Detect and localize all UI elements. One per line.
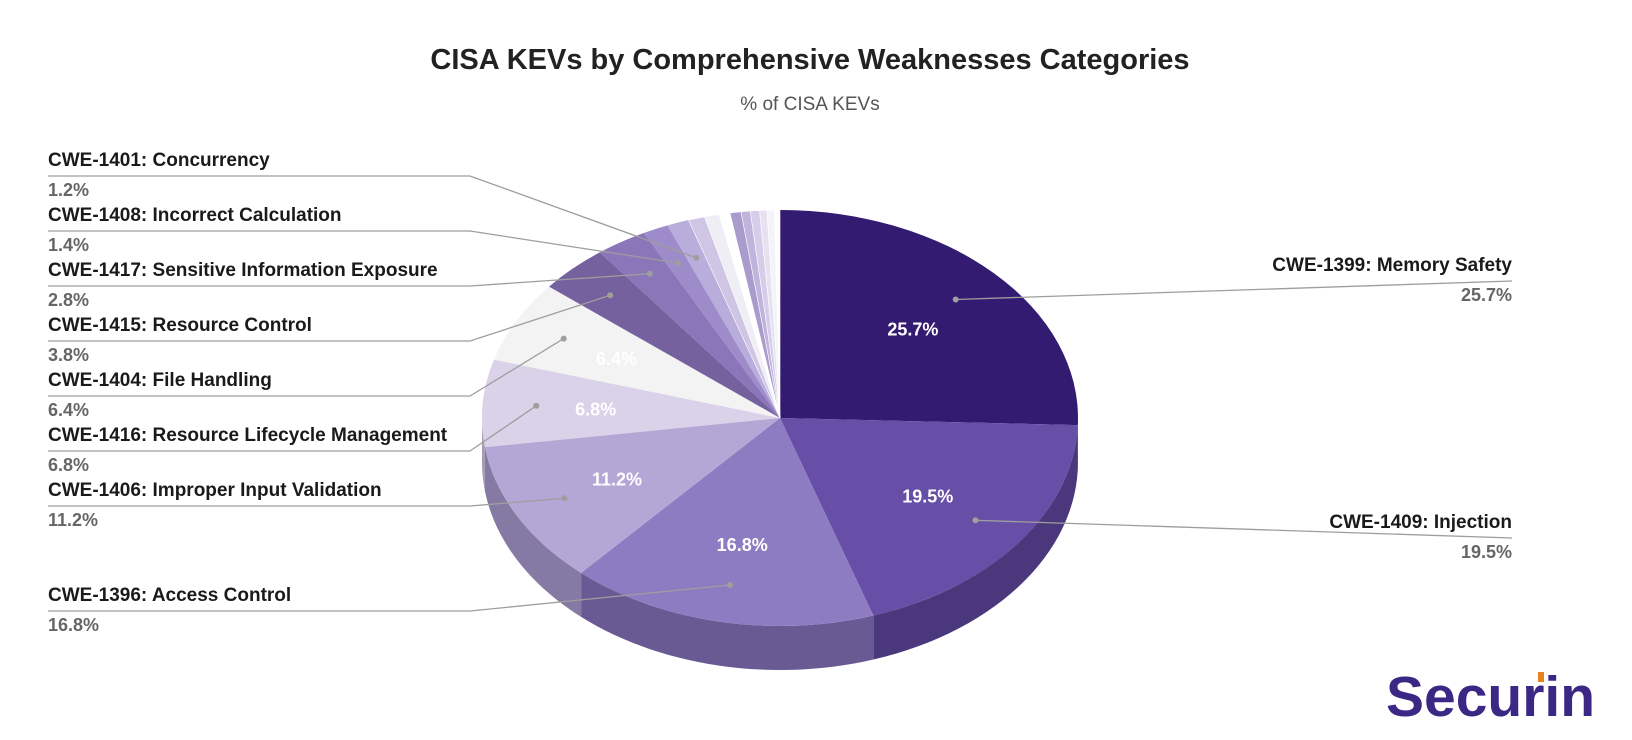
pie-side-1 — [873, 425, 1078, 660]
callout-name: CWE-1408: Incorrect Calculation — [48, 205, 342, 226]
callout-name: CWE-1396: Access Control — [48, 585, 291, 606]
callout-8: CWE-1408: Incorrect Calculation 1.4% — [48, 205, 681, 266]
callout-3: CWE-1406: Improper Input Validation 11.2% — [48, 480, 568, 530]
callout-dot — [952, 296, 959, 303]
callout-dot — [561, 495, 568, 502]
slice-value-label: 16.8% — [717, 535, 768, 555]
callout-value: 6.4% — [48, 400, 89, 420]
callout-value: 19.5% — [1461, 542, 1512, 562]
callout-dot — [607, 292, 614, 299]
callout-dot — [972, 517, 979, 524]
callout-dot — [674, 260, 681, 266]
slice-value-label: 25.7% — [887, 319, 938, 339]
pie-slice-8 — [643, 225, 780, 418]
callout-line — [48, 584, 731, 612]
callout-5: CWE-1404: File Handling 6.4% — [48, 335, 567, 420]
callout-line — [48, 405, 537, 452]
callout-value: 6.8% — [48, 455, 89, 475]
callout-dot — [693, 254, 700, 261]
callout-name: CWE-1399: Memory Safety — [1272, 255, 1512, 276]
pie-slice-2 — [581, 418, 874, 627]
pie-side-3 — [484, 447, 582, 617]
pie-slice-7 — [599, 233, 780, 418]
callout-value: 16.8% — [48, 615, 99, 635]
callout-name: CWE-1404: File Handling — [48, 370, 272, 391]
callout-name: CWE-1401: Concurrency — [48, 150, 270, 171]
slice-value-label: 6.8% — [575, 400, 616, 420]
callout-line — [955, 280, 1513, 301]
callout-line — [48, 175, 697, 259]
slice-value-label: 6.4% — [596, 349, 637, 369]
callout-line — [48, 294, 611, 342]
pie-slice-5 — [493, 286, 780, 418]
callout-dot — [560, 335, 567, 342]
callout-line — [48, 230, 678, 264]
callout-4: CWE-1416: Resource Lifecycle Management 6… — [48, 402, 540, 475]
callout-name: CWE-1415: Resource Control — [48, 315, 312, 336]
callout-value: 1.2% — [48, 180, 89, 200]
callout-name: CWE-1409: Injection — [1329, 512, 1512, 533]
callout-line — [48, 338, 565, 397]
callout-9: CWE-1401: Concurrency 1.2% — [48, 150, 700, 261]
pie-slice-0 — [780, 210, 1078, 426]
callout-dot — [533, 402, 540, 409]
callout-value: 11.2% — [48, 510, 98, 530]
callout-value: 2.8% — [48, 290, 89, 310]
pie-slice-18 — [774, 209, 781, 419]
slice-value-label: 19.5% — [902, 486, 953, 506]
chart-subtitle: % of CISA KEVs — [740, 94, 880, 115]
pie-slice-9 — [667, 220, 780, 418]
callout-name: CWE-1417: Sensitive Information Exposure — [48, 260, 438, 281]
pie-slice-1 — [780, 418, 1078, 616]
callout-2: CWE-1396: Access Control 16.8% — [48, 582, 733, 635]
callout-line — [48, 497, 565, 507]
pie-slice-4 — [482, 359, 780, 448]
pie-side-4 — [482, 418, 485, 492]
callout-line — [975, 519, 1513, 539]
callout-name: CWE-1406: Improper Input Validation — [48, 480, 382, 501]
callout-value: 1.4% — [48, 235, 89, 255]
callout-value: 25.7% — [1461, 285, 1512, 305]
logo-wordmark: Securin — [1386, 665, 1595, 724]
callout-1: CWE-1409: Injection 19.5% — [972, 512, 1513, 562]
pie-side-2 — [581, 572, 874, 670]
pie-slice-6 — [549, 252, 780, 418]
callout-dot — [646, 270, 653, 277]
callout-value: 3.8% — [48, 345, 89, 365]
callout-dot — [727, 582, 733, 588]
callout-6: CWE-1415: Resource Control 3.8% — [48, 292, 614, 365]
callout-name: CWE-1416: Resource Lifecycle Management — [48, 425, 448, 446]
callout-7: CWE-1417: Sensitive Information Exposure… — [48, 260, 653, 310]
chart-title: CISA KEVs by Comprehensive Weaknesses Ca… — [430, 44, 1190, 76]
callout-line — [48, 273, 650, 287]
logo-accent — [1538, 672, 1544, 682]
pie-slice-3 — [484, 418, 780, 573]
callout-0: CWE-1399: Memory Safety 25.7% — [952, 255, 1513, 305]
securin-logo: Securin — [1386, 665, 1595, 724]
slice-value-label: 11.2% — [592, 470, 642, 490]
